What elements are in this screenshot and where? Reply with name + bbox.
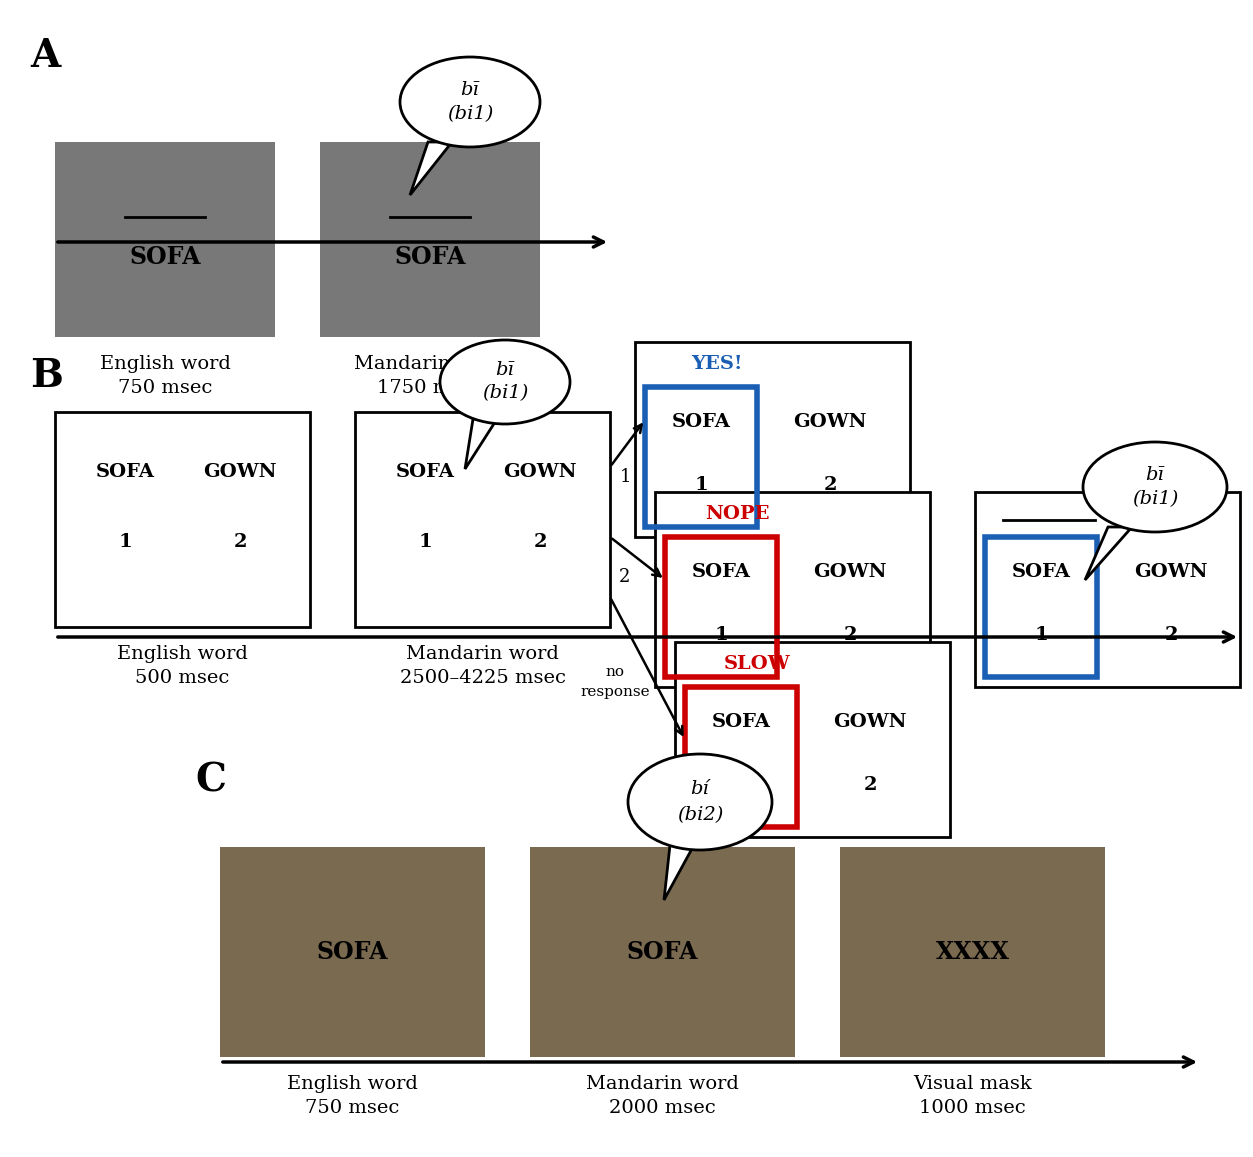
Bar — [635, 342, 910, 537]
Text: 1: 1 — [419, 533, 432, 551]
Bar — [55, 142, 274, 337]
Text: SOFA: SOFA — [1011, 563, 1070, 581]
Text: bī: bī — [496, 361, 515, 379]
Text: no: no — [605, 665, 624, 679]
Text: 2: 2 — [534, 533, 546, 551]
Bar — [685, 687, 797, 827]
Bar — [320, 142, 540, 337]
Text: SOFA: SOFA — [129, 245, 200, 268]
Polygon shape — [1085, 526, 1131, 580]
Text: NOPE: NOPE — [704, 504, 769, 523]
Text: 1: 1 — [714, 626, 728, 644]
Text: GOWN: GOWN — [203, 463, 277, 481]
Bar — [985, 537, 1096, 677]
Ellipse shape — [440, 340, 570, 423]
Text: Mandarin word: Mandarin word — [406, 644, 559, 663]
Bar — [645, 386, 757, 526]
Text: SOFA: SOFA — [626, 939, 698, 964]
Text: SLOW: SLOW — [724, 655, 791, 673]
Text: 2500–4225 msec: 2500–4225 msec — [400, 669, 565, 687]
Text: 500 msec: 500 msec — [135, 669, 229, 687]
Text: SOFA: SOFA — [95, 463, 154, 481]
Text: 2: 2 — [863, 776, 877, 794]
Text: GOWN: GOWN — [504, 463, 576, 481]
Text: SOFA: SOFA — [712, 713, 771, 731]
Bar — [665, 537, 777, 677]
Text: SOFA: SOFA — [395, 245, 466, 268]
Text: SOFA: SOFA — [317, 939, 388, 964]
Text: (bi1): (bi1) — [482, 384, 529, 403]
Text: 1: 1 — [734, 776, 748, 794]
Text: 1500 msec: 1500 msec — [1055, 669, 1162, 687]
Bar — [840, 847, 1105, 1057]
Text: 2000 msec: 2000 msec — [609, 1099, 715, 1117]
Text: A: A — [30, 37, 60, 75]
Text: bī: bī — [1145, 465, 1164, 484]
Text: 2: 2 — [1164, 626, 1178, 644]
Text: 1: 1 — [694, 476, 708, 494]
Text: 2: 2 — [823, 476, 837, 494]
Text: 1: 1 — [118, 533, 132, 551]
Text: (bi2): (bi2) — [677, 806, 723, 824]
Ellipse shape — [628, 754, 772, 850]
Text: GOWN: GOWN — [1134, 563, 1208, 581]
Text: 750 msec: 750 msec — [118, 379, 212, 397]
Text: GOWN: GOWN — [813, 563, 887, 581]
Text: response: response — [580, 685, 650, 699]
Text: C: C — [195, 762, 226, 799]
Bar — [975, 492, 1240, 687]
Ellipse shape — [400, 57, 540, 147]
Text: 2: 2 — [619, 568, 630, 585]
Bar — [675, 642, 950, 837]
Text: English word: English word — [287, 1075, 419, 1093]
Text: Visual mask: Visual mask — [913, 1075, 1032, 1093]
Text: Feedback: Feedback — [733, 644, 827, 663]
Bar — [55, 412, 309, 627]
Bar — [221, 847, 485, 1057]
Text: GOWN: GOWN — [833, 713, 907, 731]
Text: Mandarin word: Mandarin word — [586, 1075, 739, 1093]
Text: 2: 2 — [233, 533, 247, 551]
Bar — [530, 847, 794, 1057]
Bar — [655, 492, 930, 687]
Text: English word: English word — [99, 355, 231, 373]
Text: 1: 1 — [619, 467, 630, 486]
Polygon shape — [410, 142, 452, 196]
Text: 750 msec: 750 msec — [306, 1099, 400, 1117]
Text: bí: bí — [690, 780, 709, 798]
Text: (bi1): (bi1) — [447, 105, 494, 124]
Polygon shape — [465, 419, 497, 469]
Text: 2: 2 — [843, 626, 857, 644]
Text: XXXX: XXXX — [936, 939, 1010, 964]
Text: 1750 msec: 1750 msec — [377, 379, 484, 397]
Text: GOWN: GOWN — [793, 413, 867, 432]
Text: bī: bī — [461, 81, 480, 98]
Text: English word: English word — [117, 644, 248, 663]
Text: YES!: YES! — [692, 355, 743, 373]
Text: Reiteration: Reiteration — [1053, 644, 1164, 663]
Text: SOFA: SOFA — [692, 563, 751, 581]
Text: SOFA: SOFA — [672, 413, 730, 432]
Text: 1500 msec: 1500 msec — [727, 669, 833, 687]
Bar — [355, 412, 610, 627]
Text: (bi1): (bi1) — [1131, 491, 1178, 508]
Text: B: B — [30, 358, 63, 395]
Text: 1: 1 — [1034, 626, 1048, 644]
Polygon shape — [664, 845, 694, 900]
Ellipse shape — [1083, 442, 1227, 532]
Text: Mandarin word: Mandarin word — [353, 355, 506, 373]
Text: SOFA: SOFA — [396, 463, 455, 481]
Text: 1000 msec: 1000 msec — [920, 1099, 1026, 1117]
